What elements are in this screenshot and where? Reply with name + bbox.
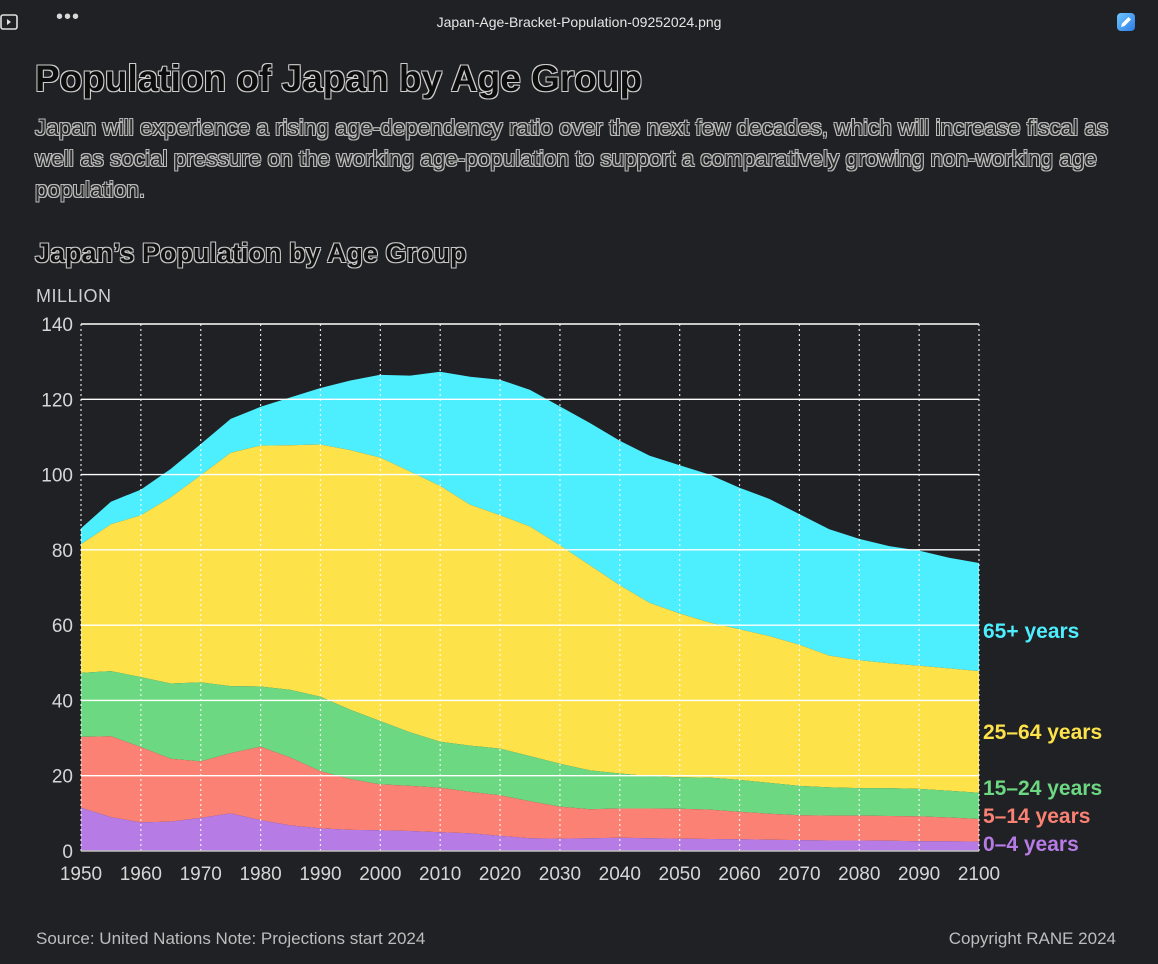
y-tick-label: 120 (41, 390, 73, 411)
x-tick-label: 2020 (479, 864, 521, 885)
series-label-65-years: 65+ years (983, 620, 1079, 643)
x-tick-label: 1960 (120, 864, 162, 885)
x-tick-label: 2010 (419, 864, 461, 885)
x-tick-label: 1980 (239, 864, 281, 885)
x-tick-label: 2050 (659, 864, 701, 885)
x-tick-label: 2070 (778, 864, 820, 885)
x-tick-label: 2040 (599, 864, 641, 885)
chart-title: Japan’s Population by Age Group (35, 238, 467, 268)
y-tick-label: 0 (62, 842, 73, 863)
source-note: Source: United Nations Note: Projections… (36, 929, 426, 948)
y-tick-label: 40 (52, 691, 73, 712)
series-label-5-14-years: 5–14 years (983, 805, 1090, 828)
area-series-5-14-years (81, 736, 979, 842)
sidebar-panel-icon[interactable] (0, 12, 18, 32)
area-series-65-years (81, 371, 979, 672)
area-series-25-64-years (81, 444, 979, 793)
y-tick-label: 80 (52, 541, 73, 562)
series-label-25-64-years: 25–64 years (983, 721, 1102, 744)
y-tick-label: 100 (41, 466, 73, 487)
x-tick-label: 1950 (60, 864, 102, 885)
y-tick-label: 20 (52, 767, 73, 788)
y-tick-label: 60 (52, 616, 73, 637)
title-bar: ••• Japan-Age-Bracket-Population-0925202… (0, 0, 1158, 44)
x-tick-label: 2000 (359, 864, 401, 885)
x-tick-label: 2090 (898, 864, 940, 885)
x-tick-label: 2100 (958, 864, 1000, 885)
y-tick-label: 140 (41, 315, 73, 336)
series-label-15-24-years: 15–24 years (983, 777, 1102, 800)
window-title: Japan-Age-Bracket-Population-09252024.pn… (436, 14, 722, 30)
area-series-15-24-years (81, 671, 979, 819)
x-tick-label: 2060 (718, 864, 760, 885)
x-tick-label: 2080 (838, 864, 880, 885)
series-label-0-4-years: 0–4 years (983, 833, 1079, 856)
more-options-button[interactable]: ••• (56, 6, 81, 28)
copyright: Copyright RANE 2024 (948, 929, 1116, 948)
edit-image-icon[interactable] (1116, 12, 1136, 32)
page-title: Population of Japan by Age Group (35, 58, 643, 99)
x-tick-label: 1970 (180, 864, 222, 885)
y-axis-unit-label: MILLION (36, 286, 112, 306)
x-tick-label: 1990 (299, 864, 341, 885)
x-tick-label: 2030 (539, 864, 581, 885)
page-subtitle: Japan will experience a rising age-depen… (35, 115, 1109, 202)
area-series-0-4-years (81, 807, 979, 851)
